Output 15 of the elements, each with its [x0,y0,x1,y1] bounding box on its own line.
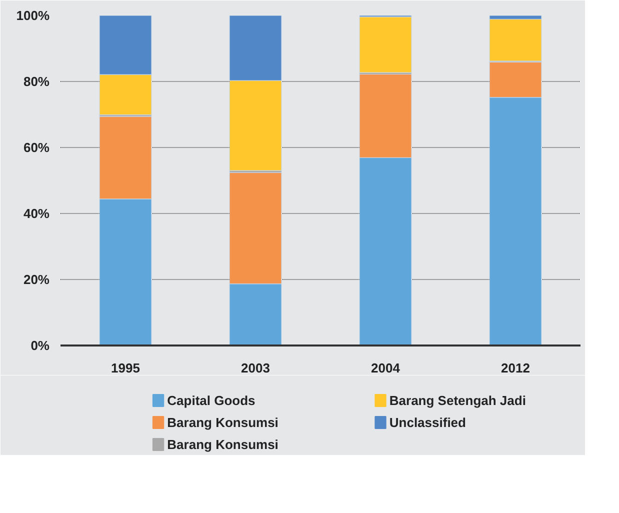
y-tick-label: 0% [30,338,50,353]
y-tick-label: 60% [23,140,50,155]
x-tick-label: 2003 [241,360,270,376]
x-tick-label: 2004 [371,360,401,376]
legend-label: Barang Konsumsi [167,415,278,430]
x-tick-label: 2012 [501,360,530,376]
y-tick-label: 20% [23,272,50,287]
legend-label: Unclassified [389,415,466,430]
legend-label: Capital Goods [167,393,256,408]
y-tick-label: 80% [23,74,50,89]
y-tick-label: 40% [23,206,50,221]
x-tick-label: 1995 [111,360,140,376]
legend-label: Barang Konsumsi [167,437,278,452]
y-tick-label: 100% [16,8,50,23]
legend-label: Barang Setengah Jadi [389,393,526,408]
